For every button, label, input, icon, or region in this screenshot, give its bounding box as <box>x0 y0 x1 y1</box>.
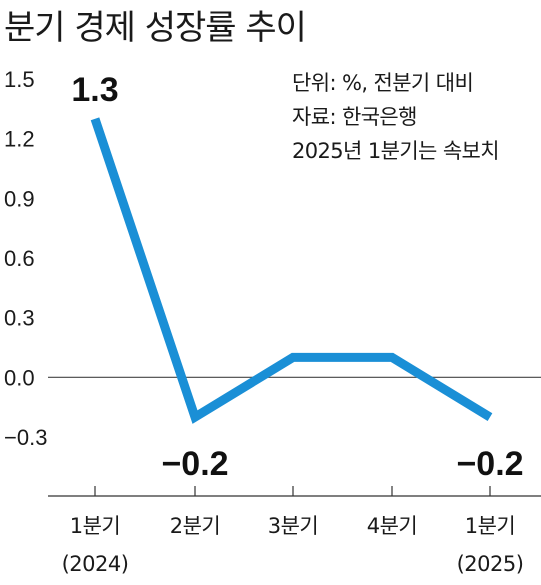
x-tick-label: (2024) <box>62 552 129 576</box>
chart-title: 분기 경제 성장률 추이 <box>4 8 307 48</box>
x-tick-label: 2분기 <box>170 514 221 538</box>
x-tick-label: (2025) <box>457 552 524 576</box>
y-tick-label: 0.3 <box>4 306 35 331</box>
y-tick-label: −0.3 <box>4 425 47 450</box>
note-source: 자료: 한국은행 <box>292 105 417 129</box>
y-tick-label: 0.9 <box>4 186 35 211</box>
x-tick-label: 1분기 <box>465 514 516 538</box>
data-label: −0.2 <box>161 445 228 483</box>
y-tick-label: 0.6 <box>4 246 35 271</box>
x-tick-label: 3분기 <box>268 514 319 538</box>
note-unit: 단위: %, 전분기 대비 <box>292 71 474 95</box>
y-tick-label: 0.0 <box>4 365 35 390</box>
y-axis-ticks: 1.5 1.2 0.9 0.6 0.3 0.0 −0.3 <box>4 67 47 450</box>
x-axis-ticks <box>94 486 491 496</box>
chart-notes: 단위: %, 전분기 대비 자료: 한국은행 2025년 1분기는 속보치 <box>292 66 500 168</box>
x-tick-label: 4분기 <box>367 514 418 538</box>
data-labels: 1.3 −0.2 −0.2 <box>71 71 523 483</box>
data-label: −0.2 <box>456 445 523 483</box>
note-preliminary: 2025년 1분기는 속보치 <box>292 139 500 163</box>
x-axis-labels: 1분기 (2024) 2분기 3분기 4분기 1분기 (2025) <box>62 514 524 576</box>
y-tick-label: 1.5 <box>4 67 35 92</box>
data-label: 1.3 <box>71 71 118 109</box>
series-line <box>90 117 493 424</box>
y-tick-label: 1.2 <box>4 127 35 152</box>
x-tick-label: 1분기 <box>70 514 121 538</box>
